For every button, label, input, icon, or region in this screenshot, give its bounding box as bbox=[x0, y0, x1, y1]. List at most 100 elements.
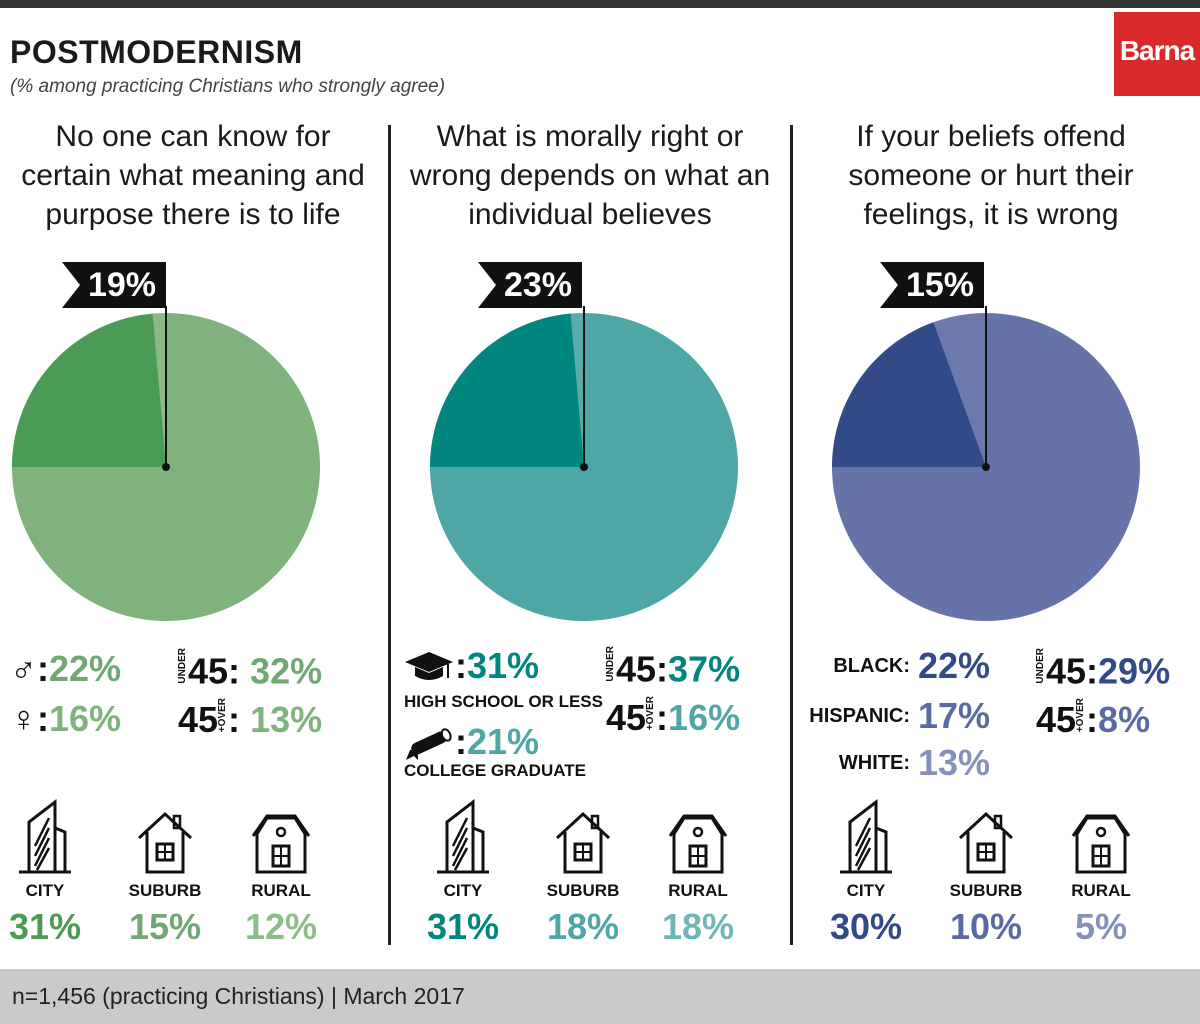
male-value: 22% bbox=[49, 648, 122, 689]
over-suffix: +OVER bbox=[645, 696, 657, 731]
age-label: 45 bbox=[1036, 699, 1077, 741]
question-line: certain what meaning and bbox=[21, 159, 365, 192]
under45-stat: UNDER45: 32% bbox=[177, 648, 323, 693]
community-value: 31% bbox=[426, 906, 500, 947]
question-1: No one can know for certain what meaning… bbox=[8, 117, 378, 234]
question-line: wrong depends on what an bbox=[409, 159, 771, 192]
community-value: 12% bbox=[244, 906, 318, 947]
pie-chart-1 bbox=[11, 306, 320, 621]
question-line: If your beliefs offend bbox=[856, 120, 1126, 153]
age-label: 45 bbox=[178, 699, 219, 741]
white-value: 13% bbox=[918, 742, 991, 783]
community-value: 5% bbox=[1074, 906, 1128, 947]
under45-stat: UNDER45:29% bbox=[1035, 648, 1171, 693]
community-value: 18% bbox=[661, 906, 735, 947]
rural-icon bbox=[668, 808, 728, 881]
page-title: POSTMODERNISM bbox=[10, 34, 303, 70]
over45-value: 8% bbox=[1098, 699, 1151, 741]
high-school-label: HIGH SCHOOL OR LESS bbox=[404, 692, 603, 711]
community-value: 10% bbox=[949, 906, 1023, 947]
high-school-stat: :31% bbox=[455, 645, 540, 686]
age-label: 45: bbox=[1046, 650, 1099, 692]
pie-center-dot bbox=[162, 463, 170, 471]
age-label: 45: bbox=[616, 648, 669, 690]
over45-stat: 45+OVER:16% bbox=[606, 696, 741, 739]
pie-flag-label: 15% bbox=[880, 262, 984, 308]
pie-center-dot bbox=[982, 463, 990, 471]
pie-slice-agree-highlight bbox=[430, 313, 584, 467]
white-label: WHITE: bbox=[838, 752, 910, 774]
question-2: What is morally right or wrong depends o… bbox=[405, 117, 775, 234]
under45-value: 37% bbox=[668, 648, 741, 690]
black-label: BLACK: bbox=[833, 655, 910, 677]
male-stat: ♂:22% bbox=[10, 648, 121, 690]
diploma-icon bbox=[406, 728, 452, 760]
college-value: 21% bbox=[467, 721, 540, 762]
over45-stat: 45+OVER: 13% bbox=[178, 698, 323, 741]
under-prefix: UNDER bbox=[177, 648, 188, 684]
footer: n=1,456 (practicing Christians) | March … bbox=[0, 969, 1200, 1024]
footer-note: n=1,456 (practicing Christians) | March … bbox=[12, 983, 465, 1009]
black-value: 22% bbox=[918, 645, 991, 686]
under-prefix: UNDER bbox=[1035, 648, 1046, 684]
question-line: someone or hurt their bbox=[848, 159, 1134, 192]
community-label: CITY bbox=[25, 881, 65, 900]
pie-chart-3 bbox=[832, 306, 1140, 622]
age-label: 45: bbox=[188, 650, 241, 692]
female-stat: ♀:16% bbox=[10, 698, 121, 740]
male-icon: ♂: bbox=[10, 648, 49, 689]
suburb-icon bbox=[956, 808, 1016, 881]
community-label: RURAL bbox=[1071, 881, 1131, 900]
community-value: 30% bbox=[829, 906, 903, 947]
community-label: SUBURB bbox=[128, 881, 202, 900]
community-label: SUBURB bbox=[546, 881, 620, 900]
top-rule bbox=[0, 0, 1200, 8]
column-divider bbox=[388, 125, 391, 945]
community-label: RURAL bbox=[251, 881, 311, 900]
suburb-icon bbox=[553, 808, 613, 881]
over45-stat: 45+OVER:8% bbox=[1036, 698, 1151, 741]
community-label: CITY bbox=[443, 881, 483, 900]
pie-center-dot bbox=[580, 463, 588, 471]
community-value: 15% bbox=[128, 906, 202, 947]
under45-value: 29% bbox=[1098, 650, 1171, 692]
rural-icon bbox=[251, 808, 311, 881]
city-icon bbox=[433, 798, 493, 879]
age-label: 45 bbox=[606, 697, 647, 739]
over45-value: 13% bbox=[250, 699, 323, 741]
city-icon bbox=[836, 798, 896, 879]
suburb-icon bbox=[135, 808, 195, 881]
column-divider bbox=[790, 125, 793, 945]
hispanic-label: HISPANIC: bbox=[809, 705, 910, 727]
question-line: purpose there is to life bbox=[45, 198, 341, 231]
community-value: 31% bbox=[8, 906, 82, 947]
question-line: individual believes bbox=[468, 198, 712, 231]
community-label: SUBURB bbox=[949, 881, 1023, 900]
community-label: RURAL bbox=[668, 881, 728, 900]
over45-value: 16% bbox=[668, 697, 741, 739]
under-prefix: UNDER bbox=[605, 646, 616, 682]
hispanic-value: 17% bbox=[918, 695, 991, 736]
pie-flag-label: 19% bbox=[62, 262, 166, 308]
question-3: If your beliefs offend someone or hurt t… bbox=[806, 117, 1176, 234]
barna-logo: Barna bbox=[1114, 12, 1200, 96]
question-line: feelings, it is wrong bbox=[863, 198, 1119, 231]
pie-chart-2 bbox=[429, 306, 738, 621]
question-line: No one can know for bbox=[55, 120, 331, 153]
over-suffix: +OVER bbox=[217, 698, 229, 733]
under45-stat: UNDER45:37% bbox=[605, 646, 741, 691]
under45-value: 32% bbox=[250, 650, 323, 692]
question-line: What is morally right or bbox=[436, 120, 744, 153]
graduation-cap-icon bbox=[405, 652, 453, 680]
college-label: COLLEGE GRADUATE bbox=[404, 761, 586, 780]
rural-icon bbox=[1071, 808, 1131, 881]
city-icon bbox=[15, 798, 75, 879]
pie-slice-agree-highlight bbox=[12, 313, 166, 467]
community-label: CITY bbox=[846, 881, 886, 900]
over-suffix: +OVER bbox=[1075, 698, 1087, 733]
college-stat: :21% bbox=[455, 721, 540, 762]
high-school-value: 31% bbox=[467, 645, 540, 686]
female-value: 16% bbox=[49, 698, 122, 739]
female-icon: ♀: bbox=[10, 698, 49, 739]
